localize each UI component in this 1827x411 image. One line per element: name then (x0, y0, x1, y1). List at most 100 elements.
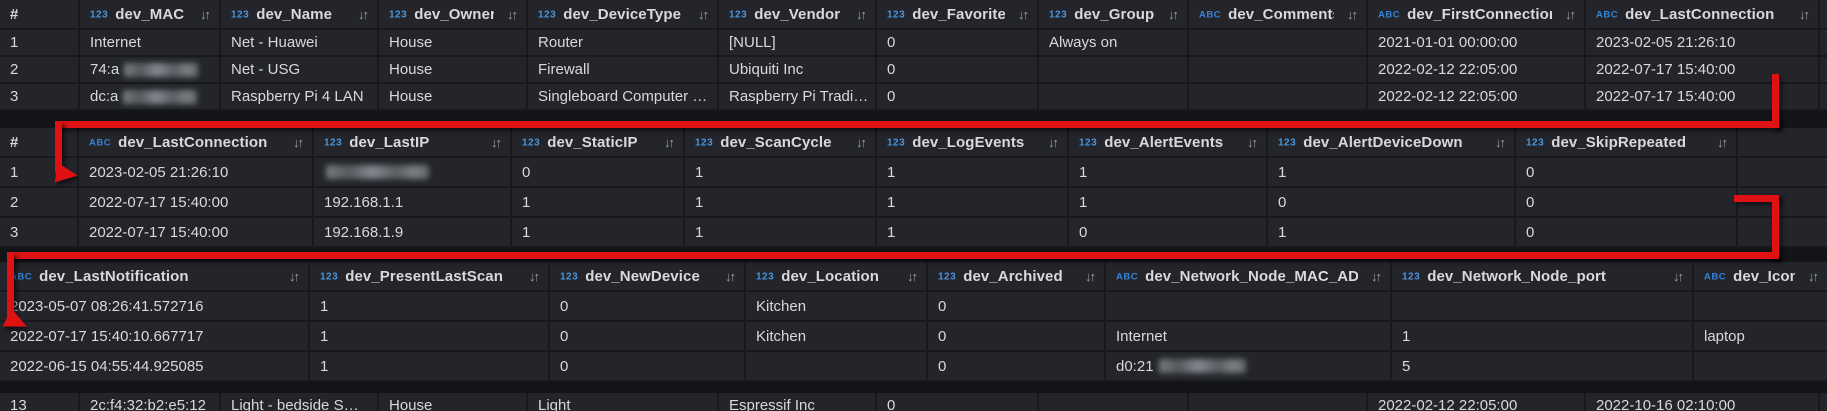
column-header-dev_ScanCycle[interactable]: 123 dev_ScanCycle ↓↑ (685, 128, 877, 158)
cell-text: 2023-05-07 08:26:41.572716 (10, 297, 204, 315)
column-header-label: dev_LastConnection (1625, 5, 1775, 23)
numeric-type-icon: 123 (1526, 137, 1545, 148)
cell-text: Light - bedside S… (231, 397, 359, 411)
table-cell (1392, 292, 1694, 322)
cell-text: 2023-02-05 21:26:10 (89, 163, 229, 181)
numeric-type-icon: 123 (1278, 137, 1297, 148)
column-header-dev_Name[interactable]: 123 dev_Name ↓↑ (221, 0, 379, 30)
sort-icon: ↓↑ (491, 134, 502, 150)
table-cell: Always on (1039, 30, 1189, 57)
redacted-blur (123, 89, 198, 104)
column-header-label: dev_Location (781, 267, 880, 285)
column-header-dev_PresentLastScan[interactable]: 123 dev_PresentLastScan ↓↑ (310, 262, 550, 292)
column-header-dev_Comments[interactable]: ABC dev_Comments ↓↑ (1189, 0, 1368, 30)
row-number-column-header: # (0, 0, 80, 30)
table-cell: dc:a (80, 84, 221, 111)
column-header-dev_Group[interactable]: 123 dev_Group ↓↑ (1039, 0, 1189, 30)
column-header-dev_MAC[interactable]: 123 dev_MAC ↓↑ (80, 0, 221, 30)
column-header-dev_LastConnection[interactable]: ABC dev_LastConnection ↓↑ (79, 128, 314, 158)
numeric-type-icon: 123 (522, 137, 541, 148)
table-cell: 2023-02-05 21:26:10 (1586, 30, 1820, 57)
column-header-label: dev_Group (1074, 5, 1155, 23)
column-header-dev_LastNotification[interactable]: ABC dev_LastNotification ↓↑ (0, 262, 310, 292)
cell-text: 2022-02-12 22:05:00 (1378, 397, 1518, 411)
table-cell: 1 (512, 188, 685, 218)
column-header-dev_LastIP[interactable]: 123 dev_LastIP ↓↑ (314, 128, 512, 158)
table-cell: House (379, 84, 528, 111)
column-header-dev_LogEvents[interactable]: 123 dev_LogEvents ↓↑ (877, 128, 1069, 158)
cell-text: 2022-02-12 22:05:00 (1378, 61, 1518, 78)
table-cell (1738, 218, 1827, 248)
table-cell (1189, 57, 1368, 84)
column-header-dev_SkipRepeated[interactable]: 123 dev_SkipRepeated ↓↑ (1516, 128, 1738, 158)
column-header-dev_Icon[interactable]: ABC dev_Icon ↓↑ (1694, 262, 1827, 292)
cell-text: 192.168.1.1 (324, 193, 404, 211)
cell-text: Net - Huawei (231, 34, 318, 51)
column-header-label: dev_AlertEvents (1104, 133, 1224, 151)
cell-text: 0 (1526, 163, 1535, 181)
table-cell: 2023-05-07 08:26:41.572716 (0, 292, 310, 322)
table-cell: laptop (1694, 322, 1827, 352)
sort-icon: ↓↑ (856, 134, 867, 150)
table-cell: 2022-02-12 22:05:00 (1368, 84, 1586, 111)
column-header-dev_StaticIP[interactable]: 123 dev_StaticIP ↓↑ (512, 128, 685, 158)
numeric-type-icon: 123 (887, 137, 906, 148)
cell-text: 1 (10, 34, 19, 51)
table-cell: 1 (310, 322, 550, 352)
table-cell: House (379, 57, 528, 84)
cell-text: 0 (938, 327, 947, 345)
table-cell (1820, 393, 1827, 411)
table-cell: 1 (310, 292, 550, 322)
column-header-dev_Network_Node_port[interactable]: 123 dev_Network_Node_port ↓↑ (1392, 262, 1694, 292)
sort-icon: ↓↑ (1018, 6, 1029, 22)
cell-text: 1 (1278, 223, 1287, 241)
sort-icon: ↓↑ (1717, 134, 1728, 150)
table-cell: 2022-07-17 15:40:00 (1586, 57, 1820, 84)
column-header-label: dev_StaticIP (547, 133, 638, 151)
cell-text: 0 (560, 357, 569, 375)
column-header-dev_Archived[interactable]: 123 dev_Archived ↓↑ (928, 262, 1106, 292)
cell-text: 1 (1079, 193, 1088, 211)
table-cell: 0 (877, 30, 1039, 57)
cell-text: House (389, 34, 433, 51)
cell-text: 0 (522, 163, 531, 181)
column-header-dev_NewDevice[interactable]: 123 dev_NewDevice ↓↑ (550, 262, 746, 292)
column-header-label: dev_PresentLastScan (345, 267, 503, 285)
column-header-dev_Vendor[interactable]: 123 dev_Vendor ↓↑ (719, 0, 877, 30)
column-header-dev_DeviceType[interactable]: 123 dev_DeviceType ↓↑ (528, 0, 719, 30)
column-header-dev_Location[interactable]: 123 dev_Location ↓↑ (746, 262, 928, 292)
table-row: 2023-05-07 08:26:41.572716 1 0 Kitchen 0 (0, 292, 1827, 322)
numeric-type-icon: 123 (320, 271, 339, 282)
table-cell: 0 (550, 322, 746, 352)
table-cell (1039, 393, 1189, 411)
table-cell (1189, 84, 1368, 111)
cell-text: Espressif Inc (729, 397, 815, 411)
cell-text: 1 (320, 297, 329, 315)
column-header-dev_Network_Node_MAC_ADDR[interactable]: ABC dev_Network_Node_MAC_ADDR ↓↑ (1106, 262, 1392, 292)
numeric-type-icon: 123 (1049, 9, 1068, 20)
column-header-dev_Owner[interactable]: 123 dev_Owner ↓↑ (379, 0, 528, 30)
cell-text: 0 (560, 297, 569, 315)
column-header-dev_LastConnection[interactable]: ABC dev_LastConnection ↓↑ (1586, 0, 1820, 30)
column-header-dev_AlertEvents[interactable]: 123 dev_AlertEvents ↓↑ (1069, 128, 1268, 158)
cell-text: 3 (10, 88, 19, 105)
column-header-dev_Favorite[interactable]: 123 dev_Favorite ↓↑ (877, 0, 1039, 30)
string-type-icon: ABC (89, 137, 112, 148)
table-cell (746, 352, 928, 382)
table-device-notifications: ABC dev_LastNotification ↓↑ 123 dev_PresentL… (0, 262, 1827, 382)
table-device-overview: #123 dev_MAC ↓↑ 123 dev_Name ↓↑ 123 dev_Owner ↓↑… (0, 0, 1827, 111)
cell-text: Firewall (538, 61, 590, 78)
table-cell (1039, 84, 1189, 111)
table-row: 1 Internet Net - Huawei House Router [NULL] 0 A… (0, 30, 1827, 57)
table-cell: 3 (0, 218, 79, 248)
cell-text: 2 (10, 61, 19, 78)
table-cell (1106, 292, 1392, 322)
column-header-dev_FirstConnection[interactable]: ABC dev_FirstConnection ↓↑ (1368, 0, 1586, 30)
table-row: 2 2022-07-17 15:40:00 192.168.1.1 1 1 1 1 0 0 (0, 188, 1827, 218)
cell-text: 1 (695, 163, 704, 181)
table-cell: 2022-07-17 15:40:10.667717 (0, 322, 310, 352)
column-header-label: dev_LogEvents (912, 133, 1025, 151)
table-cell: Raspberry Pi Tradi… (719, 84, 877, 111)
column-header-dev_AlertDeviceDown[interactable]: 123 dev_AlertDeviceDown ↓↑ (1268, 128, 1516, 158)
